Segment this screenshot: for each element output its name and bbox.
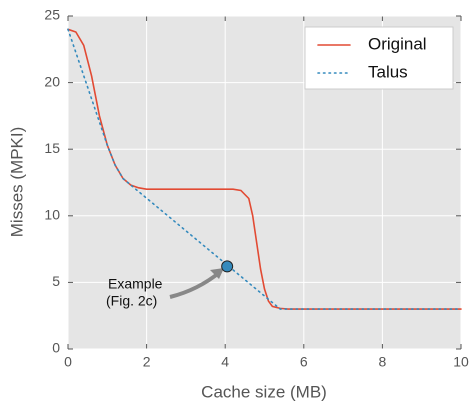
y-tick-label: 25 [44,7,60,23]
annotation-text: Example [108,276,163,292]
annotation-arrow-head [210,268,224,279]
x-tick-label: 4 [221,354,229,370]
legend-label: Original [368,34,427,53]
x-tick-label: 0 [64,354,72,370]
y-tick-label: 0 [52,340,60,356]
x-tick-label: 8 [379,354,387,370]
x-tick-label: 10 [453,354,469,370]
x-axis-label: Cache size (MB) [201,382,327,401]
annotation-point [221,260,234,273]
annotation-text: (Fig. 2c) [106,293,157,309]
y-tick-label: 20 [44,73,60,89]
series-line [67,28,462,310]
y-tick-label: 15 [44,140,60,156]
y-tick-label: 10 [44,207,60,223]
x-tick-label: 6 [300,354,308,370]
y-tick-label: 5 [52,273,60,289]
legend-label: Talus [368,62,408,81]
legend-box [304,26,454,90]
y-axis-label: Misses (MPKI) [7,127,26,238]
x-tick-label: 2 [143,354,151,370]
